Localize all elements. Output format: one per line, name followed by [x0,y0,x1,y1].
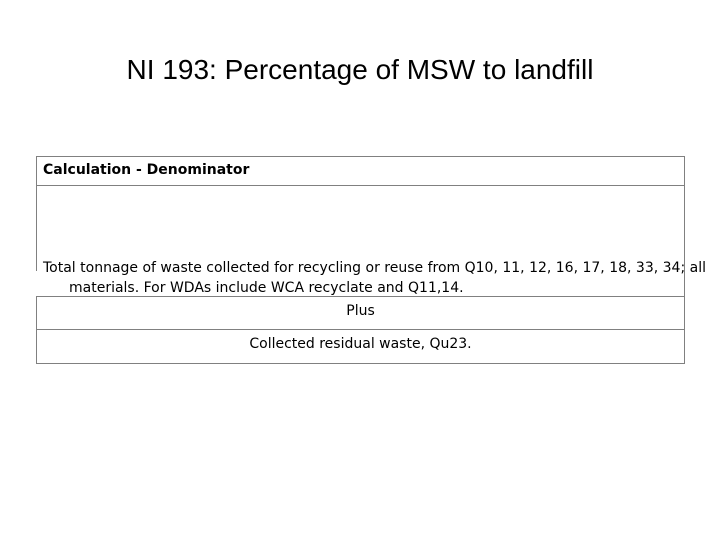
description-text: Total tonnage of waste collected for rec… [43,260,706,296]
denominator-table: Calculation - Denominator Total tonnage … [36,156,706,364]
page-title: NI 193: Percentage of MSW to landfill [126,54,594,85]
description-cell: Total tonnage of waste collected for rec… [36,186,706,296]
operator-cell: Plus [36,296,685,330]
residual-waste-cell: Collected residual waste, Qu23. [36,330,685,364]
table-header: Calculation - Denominator [36,156,685,186]
description-cell-continuation [36,271,685,296]
